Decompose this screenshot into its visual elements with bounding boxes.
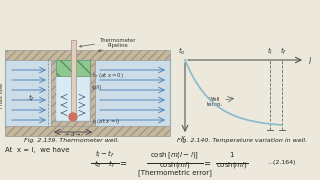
Text: $t_l$: $t_l$ (267, 46, 273, 57)
Bar (5, 58, 170, 128)
Text: $t_f$: $t_f$ (280, 46, 288, 57)
Text: $t_o$ (at $x=0$): $t_o$ (at $x=0$) (92, 71, 124, 80)
Text: Pipeline: Pipeline (99, 43, 129, 51)
Text: $t_o - t_f$: $t_o - t_f$ (94, 159, 116, 170)
Bar (51, 121, 95, 126)
Text: Thermometer: Thermometer (79, 38, 137, 47)
Text: $\leftarrow d \rightarrow$: $\leftarrow d \rightarrow$ (65, 130, 81, 138)
Text: $1$: $1$ (229, 150, 235, 159)
Bar (90, 60, 95, 126)
Bar (51, 60, 56, 126)
Text: Well
temp.: Well temp. (207, 97, 223, 107)
Text: Fluid flow: Fluid flow (0, 82, 4, 108)
Text: At  x = l,  we have: At x = l, we have (5, 147, 69, 153)
Text: Fig. 2.140. Temperature variation in well.: Fig. 2.140. Temperature variation in wel… (177, 138, 307, 143)
Text: $x$: $x$ (180, 134, 186, 142)
Text: ...(2.164): ...(2.164) (267, 160, 295, 165)
Text: (oil): (oil) (92, 86, 102, 91)
Text: $t_f$: $t_f$ (28, 92, 35, 104)
Circle shape (69, 113, 77, 121)
Bar (5, 126, 170, 136)
Text: Fig. 2.139. Thermometer well.: Fig. 2.139. Thermometer well. (24, 138, 120, 143)
Bar (71, 40, 76, 119)
Bar (5, 50, 170, 60)
Text: $\cosh(ml)$: $\cosh(ml)$ (216, 161, 248, 170)
Text: $=$: $=$ (202, 158, 212, 167)
Text: $t_l - t_f$: $t_l - t_f$ (95, 149, 115, 160)
Text: $\cosh(ml)$: $\cosh(ml)$ (159, 161, 191, 170)
Bar (56, 60, 90, 76)
Bar (56, 60, 90, 121)
Text: $t_o$: $t_o$ (178, 46, 186, 57)
Text: $l$: $l$ (308, 55, 312, 66)
Text: $t_l$ (at $x=l$): $t_l$ (at $x=l$) (92, 118, 121, 127)
Text: [Thermometric error]: [Thermometric error] (138, 169, 212, 176)
Text: $=$: $=$ (118, 158, 128, 167)
Text: $\cosh\left[m(l-l)\right]$: $\cosh\left[m(l-l)\right]$ (150, 150, 199, 161)
